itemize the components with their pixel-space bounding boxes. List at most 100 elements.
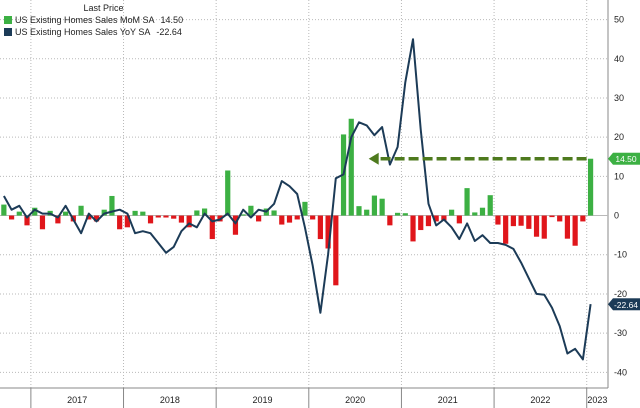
bar <box>503 215 509 244</box>
bar <box>271 210 277 216</box>
bar <box>194 210 200 216</box>
bar <box>580 215 586 222</box>
bar <box>78 205 84 216</box>
end-label-text: 14.50 <box>615 154 637 164</box>
bar <box>472 212 478 216</box>
bar <box>201 208 208 216</box>
bar <box>464 188 470 216</box>
bar <box>86 215 92 220</box>
bar <box>325 215 331 249</box>
bar <box>441 215 447 221</box>
bar <box>541 215 547 239</box>
bar <box>317 215 323 240</box>
x-tick-label: 2021 <box>438 395 458 405</box>
end-label-pointer <box>608 152 613 165</box>
bar <box>449 209 455 216</box>
bar <box>16 211 22 216</box>
y-tick-label: -20 <box>614 289 627 299</box>
bar <box>39 215 46 230</box>
y-tick-label: -30 <box>614 328 627 338</box>
bar <box>302 201 308 216</box>
legend-value-mom: 14.50 <box>160 15 184 25</box>
bar <box>1 204 7 216</box>
bar <box>209 215 215 240</box>
bar <box>286 215 293 223</box>
end-label-box <box>613 152 640 165</box>
bar <box>294 215 300 220</box>
bar <box>117 215 123 230</box>
legend-value-yoy: -22.64 <box>156 27 182 37</box>
bar <box>364 209 370 216</box>
legend-item-yoy: US Existing Homes Sales YoY SA -22.64 <box>4 26 183 38</box>
bar <box>163 215 169 218</box>
bar <box>356 206 362 216</box>
bar <box>348 118 354 216</box>
bar <box>140 211 146 216</box>
bar <box>248 205 254 216</box>
y-tick-label: -40 <box>614 367 627 377</box>
bar <box>225 170 231 216</box>
bar <box>132 210 138 216</box>
bar <box>510 215 516 227</box>
end-label-box <box>613 298 640 311</box>
bar <box>109 195 115 216</box>
bar <box>24 215 30 226</box>
bar <box>495 215 501 225</box>
y-tick-label: 0 <box>614 211 619 221</box>
y-tick-label: 10 <box>614 171 624 181</box>
bar <box>310 215 316 220</box>
bar <box>533 215 540 237</box>
bar <box>32 207 38 216</box>
bar <box>240 214 246 216</box>
bar <box>425 215 432 227</box>
bar <box>487 195 493 216</box>
bar <box>55 215 61 224</box>
x-tick-label: 2017 <box>67 395 87 405</box>
bar <box>178 215 185 223</box>
y-tick-label: 50 <box>614 15 624 25</box>
bar <box>526 215 532 229</box>
legend-label-yoy: US Existing Homes Sales YoY SA <box>15 27 151 37</box>
bar <box>279 215 285 225</box>
chart-legend: Last Price US Existing Homes Sales MoM S… <box>4 2 183 38</box>
bar <box>394 212 401 216</box>
end-label-pointer <box>608 298 613 311</box>
bar <box>93 215 100 222</box>
y-tick-label: 30 <box>614 93 624 103</box>
bar <box>557 215 563 222</box>
bar <box>256 215 262 222</box>
bar <box>8 215 15 220</box>
y-tick-label: 40 <box>614 54 624 64</box>
bar <box>232 215 239 235</box>
end-label-text: -22.64 <box>614 300 638 310</box>
x-tick-label: 2019 <box>252 395 272 405</box>
bar <box>564 215 571 239</box>
series-line-yoy <box>3 38 592 361</box>
bar <box>155 215 161 218</box>
bar <box>402 213 408 216</box>
bar <box>456 215 462 224</box>
bar <box>433 215 439 222</box>
bar <box>387 215 393 226</box>
bar <box>418 215 424 231</box>
x-tick-label: 2020 <box>345 395 365 405</box>
bar <box>587 158 594 216</box>
legend-item-mom: US Existing Homes Sales MoM SA 14.50 <box>4 14 183 26</box>
bar <box>479 207 486 216</box>
legend-swatch-mom <box>4 16 12 24</box>
legend-label-mom: US Existing Homes Sales MoM SA <box>15 15 155 25</box>
bar <box>63 211 69 216</box>
bar <box>371 195 378 216</box>
bar <box>333 215 339 286</box>
y-tick-label: 20 <box>614 132 624 142</box>
annotation-arrow-head <box>368 152 379 165</box>
bar <box>147 215 154 224</box>
bar <box>124 215 130 228</box>
bar <box>518 215 524 226</box>
bar <box>171 215 177 219</box>
y-tick-label: -10 <box>614 250 627 260</box>
x-tick-label: 2023 <box>587 395 607 405</box>
bar <box>186 215 192 228</box>
